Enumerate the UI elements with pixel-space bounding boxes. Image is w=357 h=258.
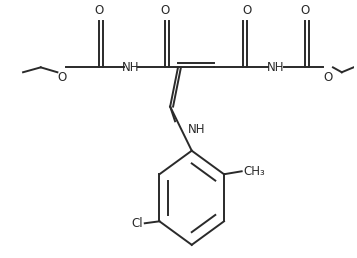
Text: O: O <box>301 4 310 17</box>
Text: NH: NH <box>188 123 205 136</box>
Text: O: O <box>58 71 67 84</box>
Text: NH: NH <box>122 61 140 74</box>
Text: Cl: Cl <box>131 217 143 230</box>
Text: O: O <box>242 4 251 17</box>
Text: CH₃: CH₃ <box>243 165 265 178</box>
Text: O: O <box>94 4 103 17</box>
Text: O: O <box>161 4 170 17</box>
Text: NH: NH <box>267 61 285 74</box>
Text: O: O <box>323 71 333 84</box>
